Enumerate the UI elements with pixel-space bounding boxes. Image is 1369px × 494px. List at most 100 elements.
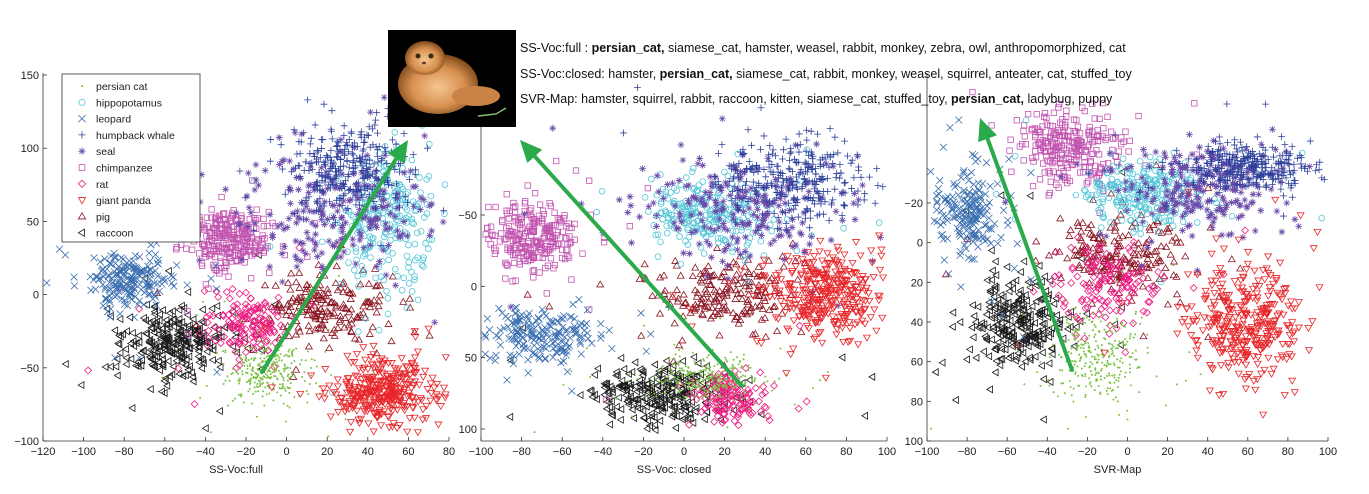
data-point xyxy=(498,230,505,237)
data-point xyxy=(355,328,362,335)
data-point xyxy=(151,343,159,353)
data-point xyxy=(657,370,660,373)
data-point xyxy=(266,374,269,377)
data-point xyxy=(689,391,692,394)
data-point xyxy=(105,278,114,287)
data-point xyxy=(644,396,647,399)
data-point xyxy=(421,367,430,375)
data-point xyxy=(344,418,347,421)
data-point xyxy=(426,232,434,239)
data-point xyxy=(868,372,876,381)
data-point xyxy=(736,356,739,359)
data-point xyxy=(235,334,244,343)
data-point xyxy=(346,419,356,427)
data-point xyxy=(178,358,186,368)
data-point xyxy=(719,258,726,265)
data-point xyxy=(718,115,726,123)
data-point xyxy=(202,313,211,322)
data-point xyxy=(365,132,372,139)
data-point xyxy=(875,219,883,226)
data-point xyxy=(674,225,682,233)
data-point xyxy=(267,303,276,311)
data-point xyxy=(319,334,328,342)
data-point xyxy=(241,370,244,373)
data-point xyxy=(424,144,431,152)
data-point xyxy=(195,256,203,264)
data-point xyxy=(702,188,710,196)
data-point xyxy=(336,201,343,209)
data-point xyxy=(679,290,688,298)
data-point xyxy=(374,129,381,137)
data-point xyxy=(729,367,732,370)
data-point xyxy=(778,182,786,190)
data-point xyxy=(375,291,385,299)
data-point xyxy=(228,379,231,382)
data-point xyxy=(237,372,240,375)
data-point xyxy=(310,374,313,377)
x-tick-label: −100 xyxy=(71,446,96,458)
data-point xyxy=(411,333,420,341)
data-point xyxy=(248,322,257,331)
data-point xyxy=(323,288,333,296)
data-point xyxy=(850,174,858,182)
data-point xyxy=(706,224,714,232)
data-point xyxy=(111,292,119,301)
data-point xyxy=(227,254,234,262)
data-point xyxy=(542,312,550,320)
data-point xyxy=(741,397,744,400)
data-point xyxy=(380,197,387,205)
data-point xyxy=(677,141,685,149)
data-point xyxy=(147,354,155,364)
data-point xyxy=(235,314,238,317)
data-point xyxy=(856,252,865,260)
data-point xyxy=(391,265,399,273)
data-point xyxy=(118,267,126,275)
data-point xyxy=(645,203,653,210)
data-point xyxy=(257,390,260,393)
data-point xyxy=(280,373,283,376)
data-point xyxy=(673,376,676,379)
data-point xyxy=(575,295,583,304)
data-point xyxy=(103,265,111,273)
data-point xyxy=(792,241,800,249)
data-point xyxy=(228,321,237,330)
data-point xyxy=(529,268,536,275)
data-point xyxy=(232,304,241,313)
data-point xyxy=(266,328,275,337)
data-point xyxy=(643,324,646,327)
data-point xyxy=(368,323,377,331)
data-point xyxy=(700,201,708,209)
data-point xyxy=(321,221,328,228)
data-point xyxy=(688,372,691,375)
data-point xyxy=(780,146,787,154)
data-point xyxy=(704,369,707,372)
data-point xyxy=(302,280,312,288)
data-point xyxy=(120,272,128,281)
data-point xyxy=(134,358,142,367)
data-point xyxy=(855,163,862,171)
data-point xyxy=(199,358,207,368)
data-point xyxy=(769,146,777,154)
data-point xyxy=(705,395,708,398)
data-point xyxy=(161,374,169,383)
data-point xyxy=(126,339,134,348)
data-point xyxy=(327,328,330,331)
data-point xyxy=(202,300,205,303)
data-point xyxy=(741,233,749,241)
data-point xyxy=(627,373,630,376)
data-point xyxy=(694,359,702,368)
data-point xyxy=(826,125,834,132)
data-point xyxy=(113,371,121,380)
data-point xyxy=(785,164,793,172)
data-point xyxy=(685,395,688,398)
data-point xyxy=(345,163,353,171)
data-point xyxy=(786,150,794,158)
data-point xyxy=(272,399,275,402)
data-point xyxy=(736,373,739,376)
data-point xyxy=(644,185,651,192)
data-point xyxy=(671,372,674,375)
data-point xyxy=(139,313,147,323)
data-point xyxy=(212,221,219,228)
data-point xyxy=(266,211,274,219)
data-point xyxy=(280,243,288,250)
